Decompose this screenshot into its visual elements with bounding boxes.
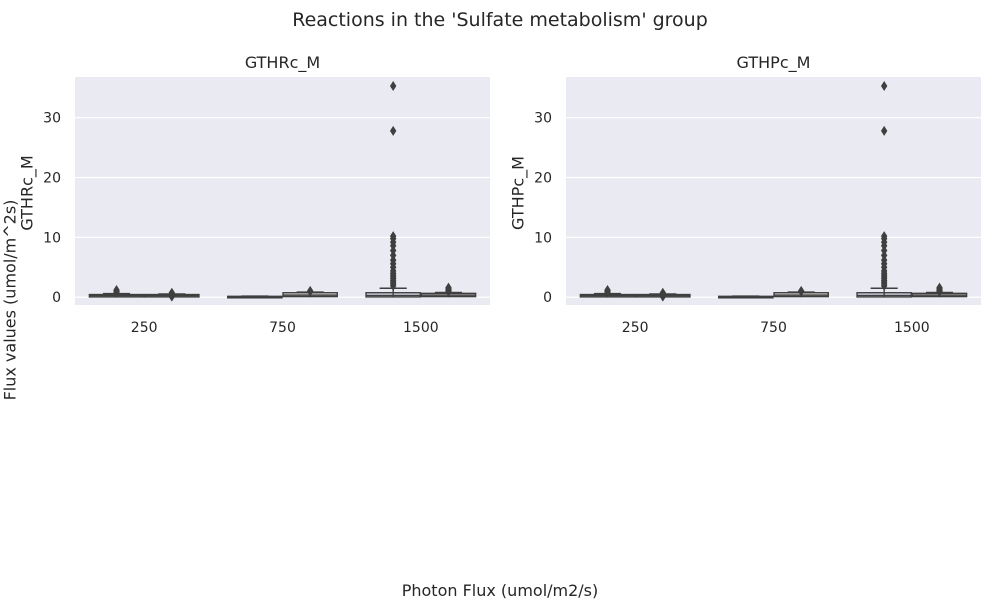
x-tick-label: 250 [131, 320, 158, 336]
outlier-point [168, 287, 176, 298]
outlier-point [389, 80, 397, 91]
box-plot [282, 285, 338, 298]
figure-x-label: Photon Flux (umol/m2/s) [401, 581, 599, 600]
y-tick-label: 10 [43, 230, 61, 246]
box-plot [144, 287, 200, 302]
box-plot [420, 282, 477, 298]
outlier-point [389, 231, 397, 242]
outlier-point [389, 125, 397, 136]
x-tick-label: 750 [269, 320, 296, 336]
box-plot [227, 295, 283, 299]
outlier-point [113, 285, 120, 296]
figure-title: Reactions in the 'Sulfate metabolism' gr… [292, 9, 708, 31]
y-tick-label: 20 [43, 171, 61, 187]
panel-1-title: GTHRc_M [244, 53, 321, 72]
panel-2-title: GTHPc_M [736, 53, 811, 72]
y-tick-label: 30 [43, 111, 61, 127]
outlier-point [445, 282, 452, 293]
plot-background [75, 77, 490, 305]
outlier-point [306, 285, 314, 296]
y-tick-label: 0 [52, 290, 61, 306]
box-plot [365, 80, 421, 298]
box-plot [88, 285, 145, 298]
x-tick-label: 1500 [403, 320, 439, 336]
panel-2-y-label: GTHPc_M [508, 156, 528, 230]
